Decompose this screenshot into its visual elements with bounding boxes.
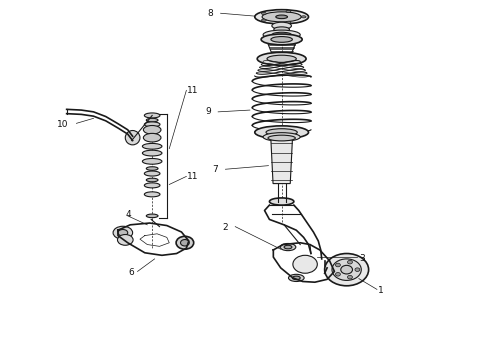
Text: 2: 2	[222, 223, 228, 232]
Ellipse shape	[289, 274, 304, 282]
Ellipse shape	[347, 275, 352, 279]
Ellipse shape	[272, 32, 292, 37]
Ellipse shape	[276, 15, 288, 19]
Ellipse shape	[274, 27, 290, 32]
Ellipse shape	[125, 131, 140, 145]
Ellipse shape	[355, 268, 360, 271]
Ellipse shape	[332, 259, 361, 280]
Ellipse shape	[144, 134, 161, 142]
Ellipse shape	[341, 265, 352, 274]
Text: 4: 4	[125, 210, 131, 219]
Ellipse shape	[143, 143, 162, 149]
Ellipse shape	[261, 19, 266, 21]
Ellipse shape	[145, 183, 160, 188]
Ellipse shape	[266, 129, 297, 136]
Ellipse shape	[271, 37, 293, 42]
Ellipse shape	[268, 135, 295, 141]
Text: 11: 11	[187, 172, 199, 181]
Ellipse shape	[284, 245, 292, 249]
Ellipse shape	[280, 243, 296, 251]
Ellipse shape	[143, 150, 162, 156]
Ellipse shape	[267, 55, 296, 62]
Text: 11: 11	[187, 86, 199, 95]
Ellipse shape	[270, 198, 294, 205]
Ellipse shape	[147, 167, 158, 170]
Polygon shape	[271, 140, 293, 184]
Ellipse shape	[301, 16, 306, 18]
Text: 1: 1	[378, 286, 384, 295]
Ellipse shape	[176, 236, 194, 249]
Ellipse shape	[147, 214, 158, 218]
Ellipse shape	[144, 126, 161, 134]
Ellipse shape	[145, 122, 160, 127]
Ellipse shape	[325, 253, 368, 286]
Ellipse shape	[286, 10, 291, 13]
Ellipse shape	[113, 226, 133, 239]
Ellipse shape	[118, 229, 128, 236]
Ellipse shape	[263, 30, 300, 40]
Text: 6: 6	[128, 269, 134, 278]
Ellipse shape	[336, 263, 341, 267]
Ellipse shape	[257, 52, 306, 65]
Ellipse shape	[145, 113, 160, 118]
Ellipse shape	[255, 10, 309, 24]
Ellipse shape	[143, 158, 162, 164]
Ellipse shape	[272, 22, 292, 30]
Ellipse shape	[336, 273, 341, 276]
Text: 3: 3	[359, 254, 365, 263]
Ellipse shape	[286, 21, 291, 23]
Ellipse shape	[147, 178, 158, 182]
Ellipse shape	[261, 12, 266, 14]
Text: 7: 7	[212, 166, 218, 175]
Ellipse shape	[293, 255, 318, 273]
Ellipse shape	[118, 234, 133, 245]
Text: 8: 8	[207, 9, 213, 18]
Ellipse shape	[293, 276, 300, 280]
Ellipse shape	[263, 133, 300, 141]
Text: 10: 10	[57, 120, 68, 129]
Ellipse shape	[147, 118, 158, 122]
Ellipse shape	[255, 126, 309, 139]
Ellipse shape	[145, 171, 160, 176]
Text: 9: 9	[205, 107, 211, 116]
Ellipse shape	[262, 12, 301, 22]
Ellipse shape	[180, 239, 189, 246]
Ellipse shape	[261, 34, 302, 45]
Ellipse shape	[347, 260, 352, 264]
Ellipse shape	[145, 192, 160, 197]
